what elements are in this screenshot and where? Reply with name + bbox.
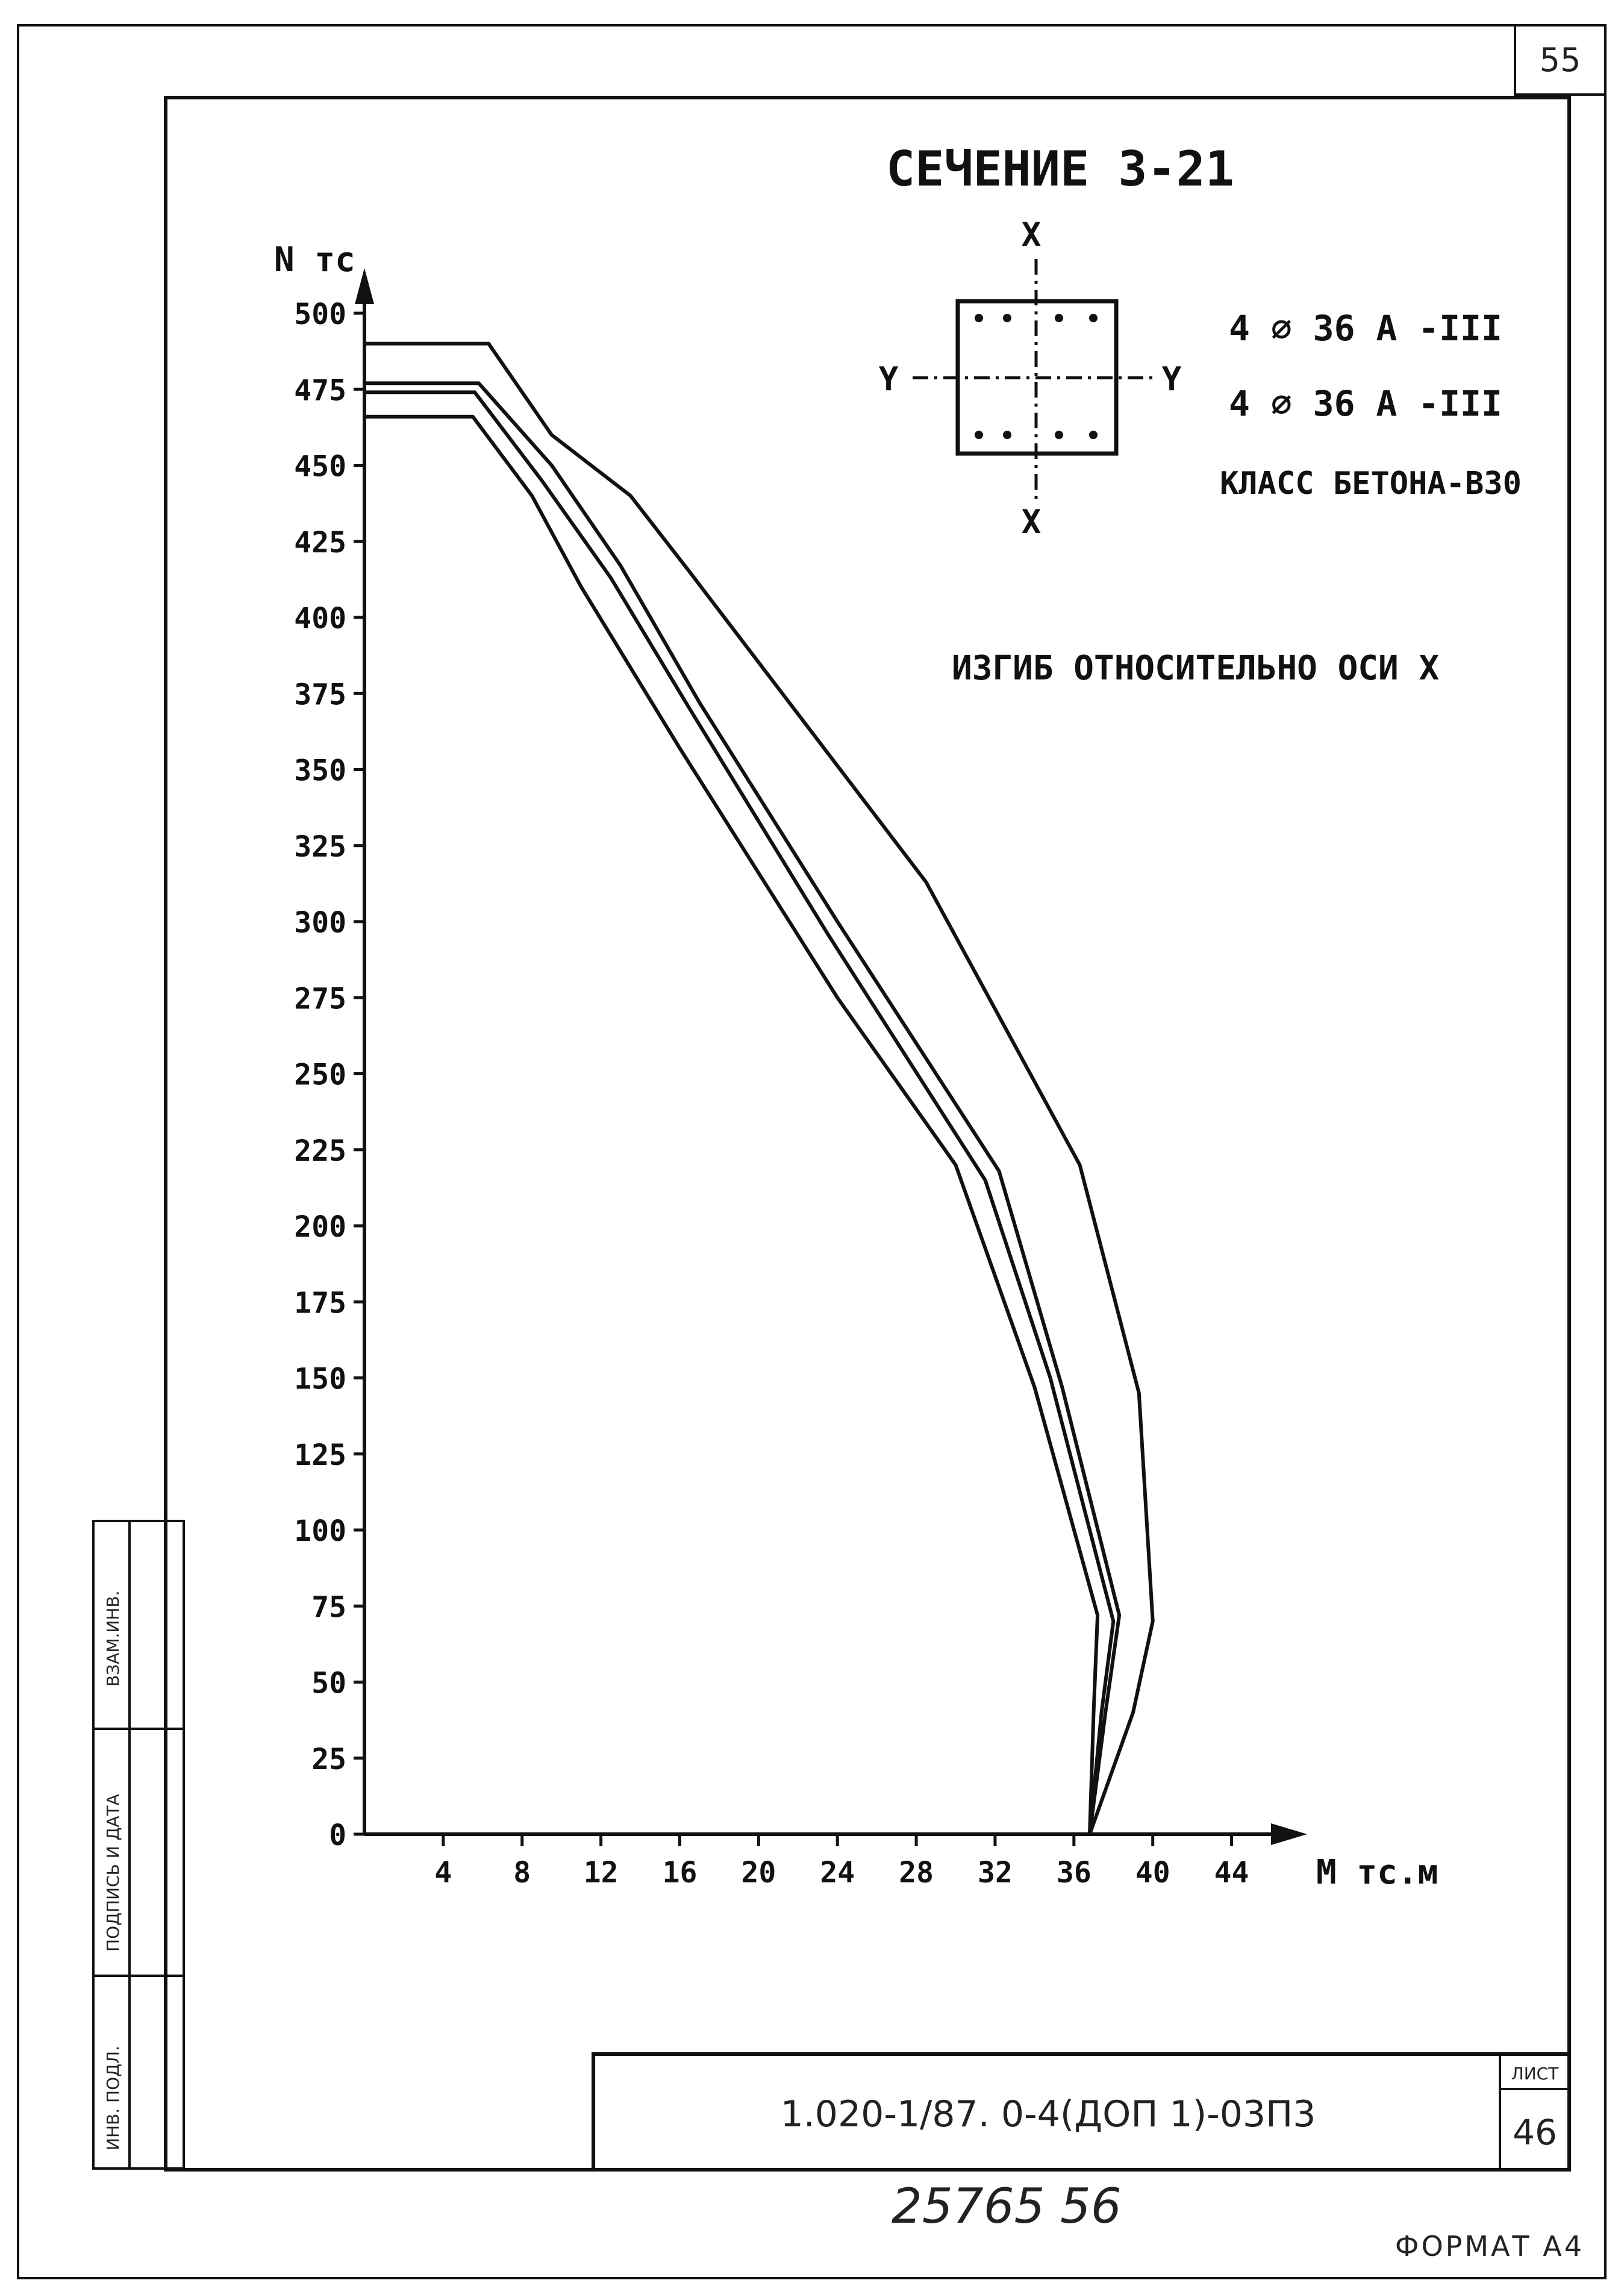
concrete-class: КЛАСС БЕТОНА-В30 [1220,466,1522,502]
y-tick-label: 150 [294,1363,346,1396]
chart-axes [355,268,1307,1845]
series-line-4 [364,414,1100,1835]
x-tick-label: 36 [1057,1856,1092,1890]
doc-code: 1.020-1/87. 0-4(ДОП 1)-03П3 [781,2093,1316,2135]
y-tick-label: 500 [294,298,346,331]
y-tick-label: 175 [294,1286,346,1320]
y-tick-label: 325 [294,830,346,864]
reinforcement-top: 4 ⌀ 36 А -III [1229,308,1502,349]
series-line-1 [364,342,1155,1835]
y-tick-label: 350 [294,754,346,788]
chart-series [364,342,1155,1835]
x-tick-label: 4 [434,1856,452,1890]
y-axis-arrow [355,268,374,304]
x-axis-ticks: 4 8 12 16 20 24 28 32 36 40 44 [434,1834,1249,1890]
y-tick-label: 100 [294,1514,346,1548]
axis-x-label-top: X [1022,216,1042,254]
series-line-2 [364,381,1122,1835]
x-tick-label: 24 [820,1856,855,1890]
y-tick-label: 375 [294,678,346,711]
title-block: ЛИСТ 46 1.020-1/87. 0-4(ДОП 1)-03П3 [592,2052,1571,2172]
x-tick-label: 16 [663,1856,698,1890]
stamp-label: ЛИСТ [1511,2064,1560,2084]
x-tick-label: 44 [1214,1856,1249,1890]
series-line-3 [364,390,1116,1835]
section-title: СЕЧЕНИЕ 3-21 [886,141,1234,197]
side-stamp: ВЗАМ.ИНВ. ПОДПИСЬ И ДАТА ИНВ. ПОДЛ. [92,1520,185,2170]
y-tick-label: 75 [311,1590,346,1624]
y-tick-label: 275 [294,982,346,1016]
x-tick-label: 20 [741,1856,776,1890]
bending-note: ИЗГИБ ОТНОСИТЕЛЬНО ОСИ Х [952,649,1439,688]
y-tick-label: 0 [329,1819,346,1852]
y-tick-label: 250 [294,1058,346,1092]
y-tick-label: 200 [294,1210,346,1244]
x-tick-label: 40 [1135,1856,1170,1890]
handwritten-number: 25765 56 [892,2178,1122,2234]
x-tick-label: 12 [584,1856,619,1890]
y-tick-label: 25 [311,1743,346,1776]
y-tick-label: 125 [294,1438,346,1472]
sheet-number: 46 [1513,2112,1557,2153]
y-tick-label: 425 [294,526,346,560]
axis-x-label-bottom: X [1022,503,1042,541]
x-axis-arrow [1271,1823,1307,1845]
y-tick-label: 450 [294,450,346,484]
x-tick-label: 8 [513,1856,531,1890]
vzam-inv-label: ВЗАМ.ИНВ. [103,1591,123,1687]
interaction-chart: 0 25 50 75 100 125 150 175 200 225 250 275 300 325 350… [274,240,1438,1892]
format-label: ФОРМАТ А4 [1395,2230,1584,2262]
y-axis-ticks: 0 25 50 75 100 125 150 175 200 225 250 275 300 325 350… [294,298,364,1852]
axis-y-label-left: Y [879,360,899,398]
x-tick-label: 32 [978,1856,1013,1890]
cross-section-diagram: X X Y Y [879,216,1182,541]
y-tick-label: 225 [294,1134,346,1168]
y-tick-label: 475 [294,373,346,407]
y-tick-label: 300 [294,906,346,940]
corner-number: 55 [1540,41,1581,79]
y-tick-label: 400 [294,602,346,635]
x-tick-label: 28 [899,1856,934,1890]
axis-y-label-right: Y [1162,360,1182,398]
x-axis-title: М тс.м [1316,1853,1438,1892]
inv-podl-label: ИНВ. ПОДЛ. [103,2046,123,2150]
corner-number-box [1514,24,1607,96]
reinforcement-bottom: 4 ⌀ 36 А -III [1229,383,1502,424]
outer-frame [17,24,1607,2279]
y-axis-title: N тс [274,240,355,279]
rebar-dots-bottom [975,431,1098,439]
y-tick-label: 50 [311,1667,346,1700]
rebar-dots-top [975,314,1098,322]
podpis-data-label: ПОДПИСЬ И ДАТА [103,1794,123,1952]
